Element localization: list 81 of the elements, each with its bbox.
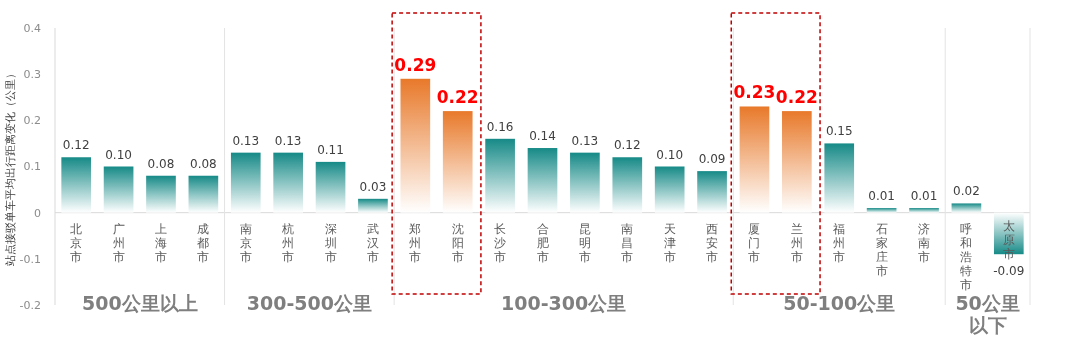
bar xyxy=(442,111,473,213)
bar xyxy=(400,78,431,213)
x-tick-label: 广州市 xyxy=(112,221,125,264)
x-tick-label: 杭州市 xyxy=(281,221,295,264)
data-label: 0.12 xyxy=(62,138,90,153)
data-label: 0.15 xyxy=(825,124,853,139)
x-tick-label: 武汉市 xyxy=(366,221,379,264)
data-label: 0.13 xyxy=(274,133,302,148)
bar xyxy=(358,198,388,213)
bar xyxy=(824,143,855,213)
annotation: 500公里以上 xyxy=(81,292,198,314)
x-tick-label: 深圳市 xyxy=(323,221,337,264)
x-tick-label: 西安市 xyxy=(706,221,719,264)
y-tick-label: 0.3 xyxy=(23,68,41,82)
x-tick-label: 福州市 xyxy=(833,221,846,264)
data-label: 0.13 xyxy=(232,133,260,148)
data-label: 0.03 xyxy=(359,179,387,194)
x-tick-label: 太原市 xyxy=(1002,218,1015,261)
bar xyxy=(951,203,982,213)
y-tick-label: 0.4 xyxy=(23,21,41,35)
x-tick-label: 厦门市 xyxy=(748,221,761,264)
data-label: 0.14 xyxy=(529,129,556,144)
data-label: 0.13 xyxy=(571,133,599,148)
annotation: 50-100公里 xyxy=(783,292,896,314)
y-tick-label: 0.1 xyxy=(23,160,41,174)
bar xyxy=(697,171,727,213)
bar xyxy=(61,157,92,213)
data-label: 0.01 xyxy=(868,189,895,204)
x-tick-label: 沈阳市 xyxy=(451,221,464,264)
data-label: 0.01 xyxy=(910,189,938,204)
bar xyxy=(909,208,939,213)
x-tick-label: 郑州市 xyxy=(409,221,422,264)
x-tick-label: 济南市 xyxy=(918,221,931,264)
data-label: 0.08 xyxy=(190,156,217,171)
bar xyxy=(315,161,346,213)
x-tick-label: 天津市 xyxy=(663,221,676,264)
data-label: 0.23 xyxy=(733,82,776,103)
x-tick-label: 兰州市 xyxy=(790,221,803,264)
data-label: 0.16 xyxy=(486,119,514,134)
bar xyxy=(188,175,219,213)
bar xyxy=(146,175,176,213)
x-tick-label: 呼和浩特市 xyxy=(960,221,973,292)
bar xyxy=(654,166,685,213)
x-tick-label: 石家庄市 xyxy=(875,221,888,278)
y-tick-label: 0.2 xyxy=(23,114,41,128)
x-tick-label: 南昌市 xyxy=(621,221,634,264)
x-tick-label: 长沙市 xyxy=(494,221,507,264)
data-label: 0.22 xyxy=(436,87,479,108)
y-tick-label: -0.1 xyxy=(19,252,41,266)
bar xyxy=(782,111,812,213)
bar xyxy=(230,152,261,213)
bar xyxy=(273,152,303,213)
data-label: -0.09 xyxy=(993,263,1025,278)
x-tick-label: 昆明市 xyxy=(578,221,591,264)
data-label: 0.10 xyxy=(105,147,132,162)
bar xyxy=(866,208,897,213)
x-tick-label: 南京市 xyxy=(239,221,252,264)
y-tick-label: 0 xyxy=(34,206,41,220)
data-label: 0.29 xyxy=(394,54,437,75)
annotation: 50公里以下 xyxy=(955,292,1020,336)
data-label: 0.12 xyxy=(613,138,641,153)
x-tick-label: 上海市 xyxy=(154,221,167,264)
data-label: 0.08 xyxy=(147,156,175,171)
bar xyxy=(612,157,643,213)
data-label: 0.10 xyxy=(656,147,684,162)
bar xyxy=(103,166,134,213)
y-tick-label: -0.2 xyxy=(19,298,41,312)
data-label: 0.11 xyxy=(317,142,344,157)
bar xyxy=(527,148,558,213)
x-tick-label: 成都市 xyxy=(197,221,210,264)
x-tick-label: 北京市 xyxy=(70,221,83,264)
annotation: 100-300公里 xyxy=(501,292,627,314)
bar xyxy=(485,138,515,213)
y-axis-title: 站点接驳单车平均出行距离变化（公里） xyxy=(4,67,17,266)
data-label: 0.02 xyxy=(953,184,980,199)
bar xyxy=(739,106,770,213)
data-label: 0.22 xyxy=(775,87,818,108)
data-label: 0.09 xyxy=(698,152,726,167)
x-tick-label: 合肥市 xyxy=(536,221,549,264)
annotation: 300-500公里 xyxy=(246,292,372,314)
bar xyxy=(570,152,600,213)
